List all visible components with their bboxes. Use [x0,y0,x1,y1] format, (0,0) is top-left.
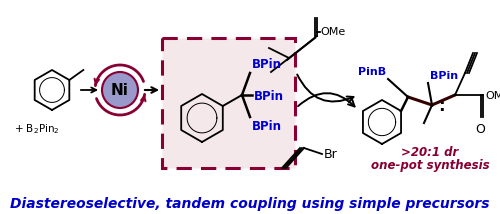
Text: BPin: BPin [252,58,282,71]
FancyBboxPatch shape [162,38,295,168]
Text: PinB: PinB [358,67,386,77]
Text: OMe: OMe [485,91,500,101]
Text: OMe: OMe [320,27,345,37]
Text: + B$_2$Pin$_2$: + B$_2$Pin$_2$ [14,122,60,136]
Text: Br: Br [324,149,338,162]
FancyArrowPatch shape [298,93,354,107]
Text: >20:1 dr: >20:1 dr [402,146,458,159]
Text: O: O [475,123,485,136]
Text: BPin: BPin [252,120,282,133]
FancyArrowPatch shape [297,74,354,102]
Circle shape [102,72,138,108]
Text: :: : [438,97,444,115]
Text: one-pot synthesis: one-pot synthesis [370,159,490,172]
Text: BPin: BPin [430,71,458,81]
Text: BPin: BPin [254,89,284,103]
Text: Ni: Ni [111,83,129,98]
Text: Diastereoselective, tandem coupling using simple precursors: Diastereoselective, tandem coupling usin… [10,197,490,211]
